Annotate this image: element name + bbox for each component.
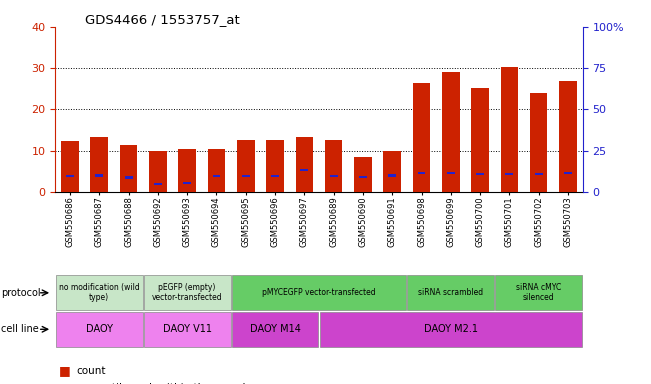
Bar <box>237 141 255 192</box>
Text: cell line: cell line <box>1 324 39 334</box>
Bar <box>178 149 196 192</box>
Bar <box>271 175 279 177</box>
Text: protocol: protocol <box>1 288 41 298</box>
Bar <box>56 312 143 347</box>
Text: siRNA scrambled: siRNA scrambled <box>418 288 484 297</box>
Bar <box>505 173 514 175</box>
Bar <box>124 176 133 179</box>
Text: no modification (wild
type): no modification (wild type) <box>59 283 140 303</box>
Bar <box>232 275 406 310</box>
Text: DAOY M2.1: DAOY M2.1 <box>424 324 478 334</box>
Bar <box>56 275 143 310</box>
Text: GDS4466 / 1553757_at: GDS4466 / 1553757_at <box>85 13 240 26</box>
Bar <box>120 144 137 192</box>
Bar <box>530 93 547 192</box>
Bar <box>383 151 401 192</box>
Bar <box>320 312 582 347</box>
Bar <box>417 172 426 174</box>
Bar <box>144 275 230 310</box>
Bar <box>296 137 313 192</box>
Text: DAOY V11: DAOY V11 <box>163 324 212 334</box>
Bar <box>61 141 79 192</box>
Bar <box>144 312 230 347</box>
Bar <box>95 174 104 177</box>
Bar <box>559 81 577 192</box>
Bar <box>471 88 489 192</box>
Text: DAOY: DAOY <box>86 324 113 334</box>
Bar <box>325 141 342 192</box>
Bar <box>501 67 518 192</box>
Bar <box>447 172 455 174</box>
Bar <box>534 173 543 175</box>
Bar <box>242 175 250 177</box>
Text: percentile rank within the sample: percentile rank within the sample <box>76 383 252 384</box>
Bar <box>66 175 74 177</box>
Bar <box>300 169 309 171</box>
Text: DAOY M14: DAOY M14 <box>249 324 301 334</box>
Bar <box>329 175 338 177</box>
Bar <box>495 275 582 310</box>
Bar <box>266 141 284 192</box>
Bar <box>149 151 167 192</box>
Bar <box>183 182 191 184</box>
Bar <box>154 183 162 185</box>
Bar <box>388 174 396 177</box>
Text: pEGFP (empty)
vector-transfected: pEGFP (empty) vector-transfected <box>152 283 223 303</box>
Text: ■: ■ <box>59 381 70 384</box>
Text: ■: ■ <box>59 364 70 377</box>
Bar <box>232 312 318 347</box>
Bar <box>442 72 460 192</box>
Bar <box>359 176 367 178</box>
Bar <box>408 275 494 310</box>
Bar <box>212 175 221 177</box>
Bar <box>413 83 430 192</box>
Text: count: count <box>76 366 105 376</box>
Bar <box>90 137 108 192</box>
Bar <box>354 157 372 192</box>
Bar <box>208 149 225 192</box>
Text: siRNA cMYC
silenced: siRNA cMYC silenced <box>516 283 561 303</box>
Bar <box>476 173 484 175</box>
Text: pMYCEGFP vector-transfected: pMYCEGFP vector-transfected <box>262 288 376 297</box>
Bar <box>564 172 572 174</box>
